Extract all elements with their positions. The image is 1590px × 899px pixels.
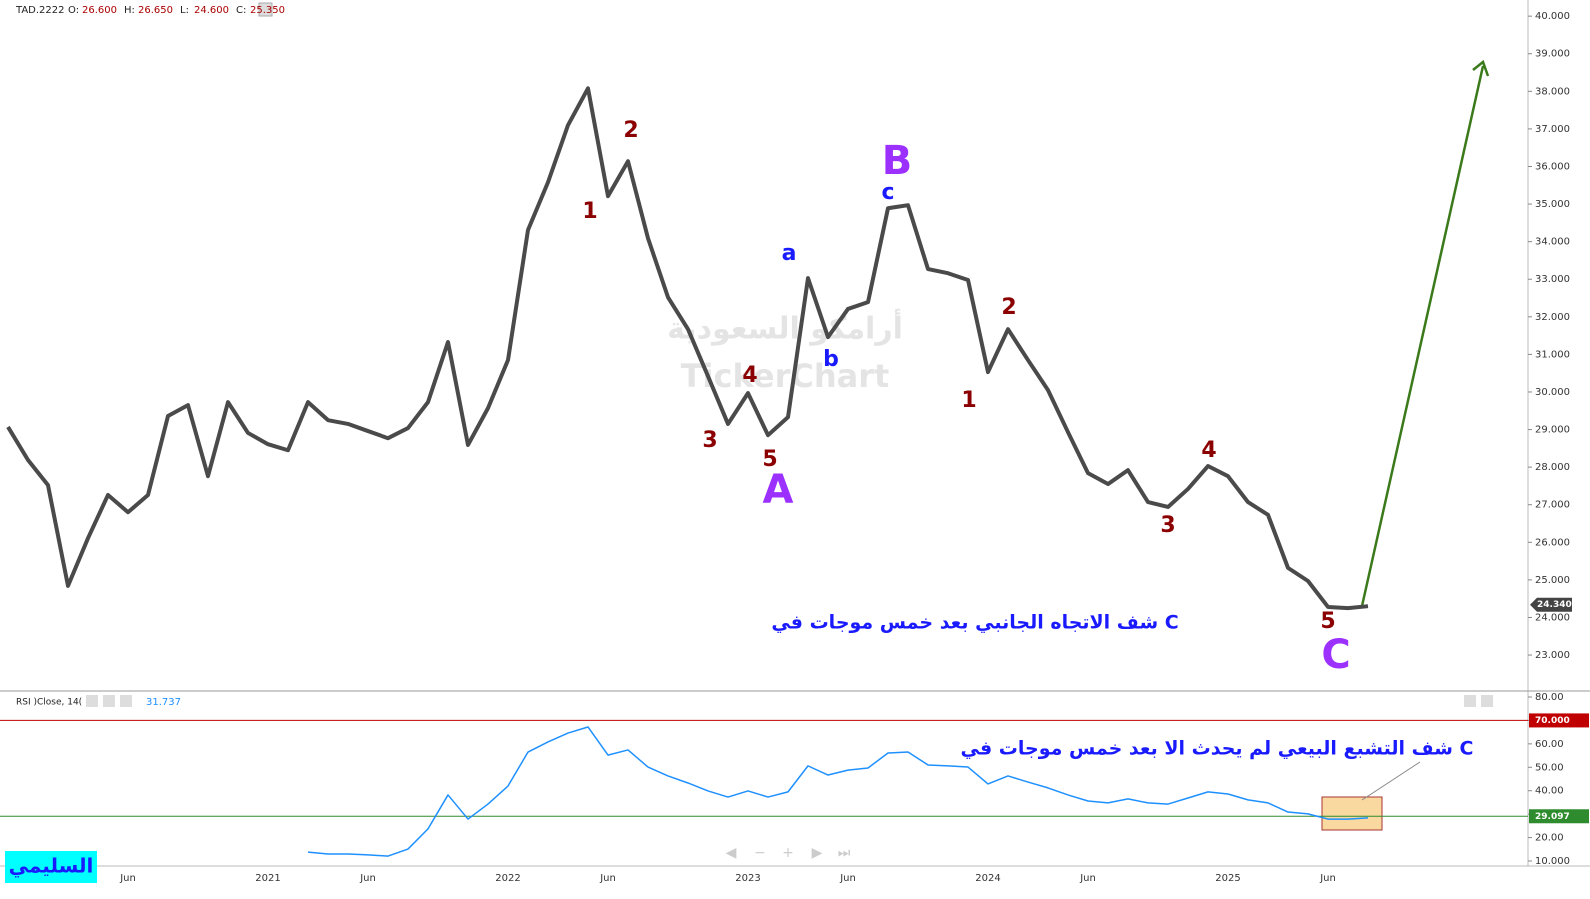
ohlc-field: C: (236, 5, 246, 16)
x-tick-label: 2025 (1215, 873, 1240, 884)
wave-label: 2 (623, 118, 638, 143)
y-tick-label: 10.000 (1535, 856, 1570, 867)
x-tick-label: Jun (599, 873, 616, 884)
author: السليمي (9, 854, 94, 879)
annotation-text: شف التشبع البيعي لم يحدث الا بعد خمس موج… (961, 738, 1474, 760)
indicator-name: RSI )Close, 14( (16, 698, 82, 708)
y-tick-label: 29.000 (1535, 425, 1570, 436)
value-badge-label: 24.340 (1537, 600, 1572, 610)
y-tick-label: 60.00 (1535, 739, 1564, 750)
y-tick-label: 28.000 (1535, 462, 1570, 473)
x-tick-label: Jun (119, 873, 136, 884)
zoom-in[interactable]: + (782, 845, 794, 861)
x-tick-label: Jun (839, 873, 856, 884)
y-tick-label: 30.000 (1535, 387, 1570, 398)
x-tick-label: Jun (1319, 873, 1336, 884)
scroll-right[interactable]: ▶ (812, 845, 823, 861)
y-tick-label: 80.00 (1535, 692, 1564, 703)
symbol: TAD.2222 (15, 5, 65, 16)
watermark: أرامكو السعودية (667, 309, 903, 347)
y-tick-label: 39.000 (1535, 49, 1570, 60)
y-tick-label: 35.000 (1535, 199, 1570, 210)
wave-label: b (823, 347, 839, 372)
y-tick-label: 24.000 (1535, 612, 1570, 623)
x-tick-label: 2021 (255, 873, 280, 884)
panel-button[interactable] (1481, 695, 1493, 707)
y-tick-label: 31.000 (1535, 349, 1570, 360)
wave-label: 5 (762, 447, 777, 472)
value-badge-label: 29.097 (1535, 812, 1570, 822)
y-tick-label: 20.00 (1535, 833, 1564, 844)
wave-label: 1 (582, 199, 597, 224)
panel-button[interactable] (1464, 695, 1476, 707)
projection-arrow (1360, 65, 1485, 607)
arrow-head (1472, 59, 1490, 77)
y-tick-label: 32.000 (1535, 312, 1570, 323)
value-badge (1529, 809, 1589, 824)
wave-label: C (1321, 632, 1350, 678)
ohlc-field: L: (180, 5, 189, 16)
y-tick-label: 38.000 (1535, 86, 1570, 97)
ohlc-field: O: (68, 5, 79, 16)
wave-label: c (881, 180, 894, 205)
wave-label: 4 (1201, 438, 1216, 463)
zoom-out[interactable]: − (754, 845, 766, 861)
y-tick-label: 34.000 (1535, 237, 1570, 248)
scroll-controls: ◀ − + ▶ ⏭ (726, 845, 851, 861)
highlight-box (1321, 796, 1383, 831)
y-tick-label: 33.000 (1535, 274, 1570, 285)
settings-icon[interactable] (86, 695, 98, 707)
x-tick-label: 2023 (735, 873, 760, 884)
annotation-text: شف الاتجاه الجانبي بعد خمس موجات في C (771, 612, 1178, 634)
y-tick-label: 37.000 (1535, 124, 1570, 135)
author-box (5, 851, 97, 883)
wave-label: 4 (742, 363, 757, 388)
wave-label: 1 (961, 388, 976, 413)
value-badge (1530, 597, 1572, 612)
y-tick-label: 26.000 (1535, 537, 1570, 548)
x-tick-label: 2022 (495, 873, 520, 884)
ohlc-field: 26.600 (82, 5, 117, 16)
pointer-arrow (1361, 761, 1421, 801)
x-tick-label: 2024 (975, 873, 1000, 884)
y-tick-label: 25.000 (1535, 575, 1570, 586)
y-tick-label: 27.000 (1535, 500, 1570, 511)
wave-label: A (763, 467, 794, 513)
y-tick-label: 40.00 (1535, 786, 1564, 797)
watermark: TickerChart (681, 357, 890, 395)
settings-icon[interactable] (103, 695, 115, 707)
wave-label: B (882, 138, 913, 184)
y-tick-label: 23.000 (1535, 650, 1570, 661)
series-line (6, 86, 1369, 611)
ohlc-field: 26.650 (138, 5, 173, 16)
y-tick-label: 50.00 (1535, 762, 1564, 773)
ohlc-field: 25.350 (250, 5, 285, 16)
wave-label: 2 (1001, 295, 1016, 320)
indicator-value: 31.737 (146, 697, 181, 708)
wave-label: 5 (1320, 609, 1335, 634)
close-icon[interactable] (120, 695, 132, 707)
wave-label: a (782, 241, 797, 266)
ohlc-field: 24.600 (194, 5, 229, 16)
value-badge (1529, 713, 1589, 728)
wave-label: 3 (1160, 513, 1175, 538)
ohlc-field: H: (124, 5, 135, 16)
x-tick-label: Jun (1079, 873, 1096, 884)
y-tick-label: 36.000 (1535, 161, 1570, 172)
scroll-end[interactable]: ⏭ (838, 845, 851, 861)
scroll-left[interactable]: ◀ (726, 845, 737, 861)
value-badge-label: 70.000 (1535, 716, 1570, 726)
y-tick-label: 40.000 (1535, 11, 1570, 22)
header-button[interactable] (258, 2, 273, 17)
wave-label: 3 (702, 428, 717, 453)
series-line (307, 726, 1369, 857)
x-tick-label: Jun (359, 873, 376, 884)
